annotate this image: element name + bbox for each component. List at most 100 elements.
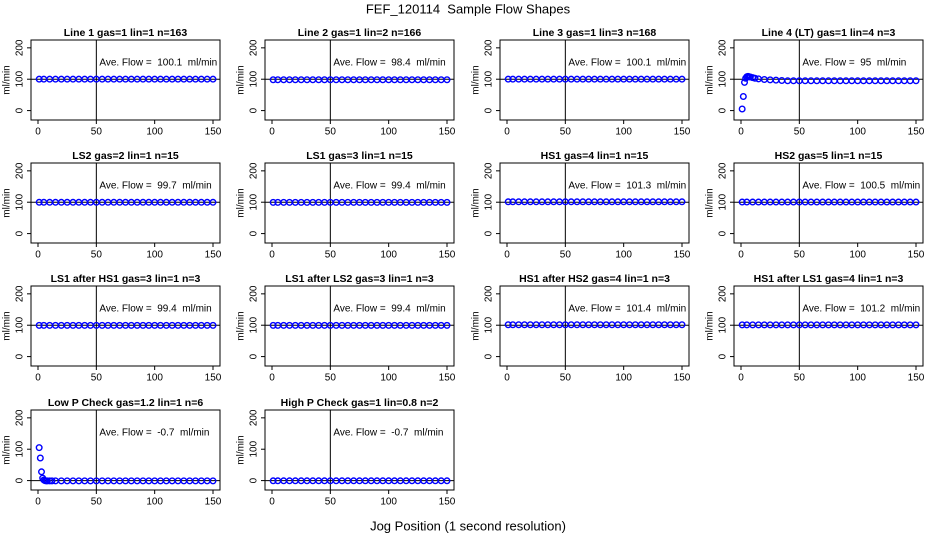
annotation: Ave. Flow = 101.3 ml/min xyxy=(568,181,686,192)
x-tick-label: 0 xyxy=(269,127,275,138)
x-tick-label: 100 xyxy=(615,373,632,384)
y-axis-label: ml/min xyxy=(236,65,247,94)
y-tick-label: 0 xyxy=(249,230,260,236)
data-point xyxy=(209,75,217,83)
annotation: Ave. Flow = 99.4 ml/min xyxy=(99,304,211,315)
data-point xyxy=(36,454,44,462)
x-tick-label: 50 xyxy=(794,373,806,384)
y-tick-label: 100 xyxy=(484,193,495,210)
y-tick-label: 100 xyxy=(15,193,26,210)
y-tick-label: 0 xyxy=(15,230,26,236)
y-tick-label: 0 xyxy=(249,477,260,483)
data-point xyxy=(332,76,340,84)
y-tick-label: 100 xyxy=(15,316,26,333)
x-tick-label: 150 xyxy=(908,373,925,384)
y-tick-label: 200 xyxy=(484,162,495,179)
y-axis-label: ml/min xyxy=(471,188,482,217)
plot-frame xyxy=(499,162,690,244)
y-tick-label: 100 xyxy=(484,70,495,87)
x-tick-label: 50 xyxy=(91,127,103,138)
panel-title: High P Check gas=1 lin=0.8 n=2 xyxy=(281,397,439,409)
data-point xyxy=(373,76,381,84)
x-tick-label: 0 xyxy=(504,127,510,138)
y-tick-label: 0 xyxy=(484,353,495,359)
x-tick-label: 100 xyxy=(380,250,397,261)
data-point xyxy=(344,76,352,84)
data-point xyxy=(280,76,288,84)
data-point xyxy=(209,477,217,485)
y-axis-label: ml/min xyxy=(705,65,716,94)
x-tick-label: 150 xyxy=(439,250,456,261)
x-tick-label: 100 xyxy=(146,250,163,261)
y-axis-label: ml/min xyxy=(236,435,247,464)
x-tick-label: 0 xyxy=(738,127,744,138)
data-point xyxy=(504,321,512,329)
x-tick-label: 0 xyxy=(504,373,510,384)
data-point xyxy=(35,444,43,452)
x-tick-label: 50 xyxy=(560,250,572,261)
panel-title: Line 3 gas=1 lin=3 n=168 xyxy=(533,27,657,39)
panel-title: Line 2 gas=1 lin=2 n=166 xyxy=(298,27,422,39)
x-tick-label: 50 xyxy=(91,373,103,384)
y-tick-label: 0 xyxy=(249,353,260,359)
x-tick-label: 100 xyxy=(849,250,866,261)
data-point xyxy=(48,477,56,485)
panel-title: HS2 gas=5 lin=1 n=15 xyxy=(775,150,883,162)
x-tick-label: 50 xyxy=(325,373,337,384)
y-tick-label: 0 xyxy=(718,353,729,359)
data-point xyxy=(309,76,317,84)
x-tick-label: 50 xyxy=(325,497,337,508)
data-point xyxy=(420,76,428,84)
data-point xyxy=(269,76,277,84)
x-tick-label: 100 xyxy=(380,127,397,138)
data-point xyxy=(35,198,43,206)
y-tick-label: 100 xyxy=(718,316,729,333)
x-tick-label: 50 xyxy=(91,497,103,508)
data-point xyxy=(408,76,416,84)
x-tick-label: 0 xyxy=(269,373,275,384)
x-tick-label: 100 xyxy=(615,250,632,261)
x-tick-label: 150 xyxy=(439,497,456,508)
data-point xyxy=(912,321,920,329)
data-point xyxy=(504,75,512,83)
x-tick-label: 100 xyxy=(615,127,632,138)
x-tick-label: 100 xyxy=(380,373,397,384)
y-tick-label: 200 xyxy=(249,162,260,179)
annotation: Ave. Flow = 98.4 ml/min xyxy=(333,58,445,69)
x-tick-label: 0 xyxy=(738,373,744,384)
data-point xyxy=(738,321,746,329)
annotation: Ave. Flow = 100.1 ml/min xyxy=(99,58,217,69)
y-axis-label: ml/min xyxy=(471,65,482,94)
data-point xyxy=(35,75,43,83)
y-axis-label: ml/min xyxy=(705,188,716,217)
x-tick-label: 150 xyxy=(205,373,222,384)
annotation: Ave. Flow = 100.1 ml/min xyxy=(568,58,686,69)
annotation: Ave. Flow = 100.5 ml/min xyxy=(802,181,920,192)
annotation: Ave. Flow = 101.2 ml/min xyxy=(802,304,920,315)
panel-title: HS1 gas=4 lin=1 n=15 xyxy=(541,150,649,162)
panel-title: HS1 after HS2 gas=4 lin=1 n=3 xyxy=(519,273,670,285)
x-tick-label: 100 xyxy=(146,373,163,384)
data-point xyxy=(379,76,387,84)
data-point xyxy=(269,198,277,206)
data-point xyxy=(391,76,399,84)
data-point xyxy=(297,76,305,84)
y-tick-label: 200 xyxy=(15,39,26,56)
data-point xyxy=(286,76,294,84)
y-tick-label: 200 xyxy=(249,409,260,426)
x-tick-label: 0 xyxy=(35,250,41,261)
y-tick-label: 0 xyxy=(484,107,495,113)
data-point xyxy=(303,76,311,84)
y-tick-label: 200 xyxy=(718,162,729,179)
y-tick-label: 200 xyxy=(484,39,495,56)
y-tick-label: 100 xyxy=(718,70,729,87)
annotation: Ave. Flow = 99.7 ml/min xyxy=(99,181,211,192)
plot-frame xyxy=(264,39,455,121)
data-point xyxy=(385,76,393,84)
y-tick-label: 100 xyxy=(249,193,260,210)
plot-frame xyxy=(264,409,455,491)
x-tick-label: 100 xyxy=(146,127,163,138)
y-axis-label: ml/min xyxy=(2,188,13,217)
annotation: Ave. Flow = 99.4 ml/min xyxy=(333,304,445,315)
